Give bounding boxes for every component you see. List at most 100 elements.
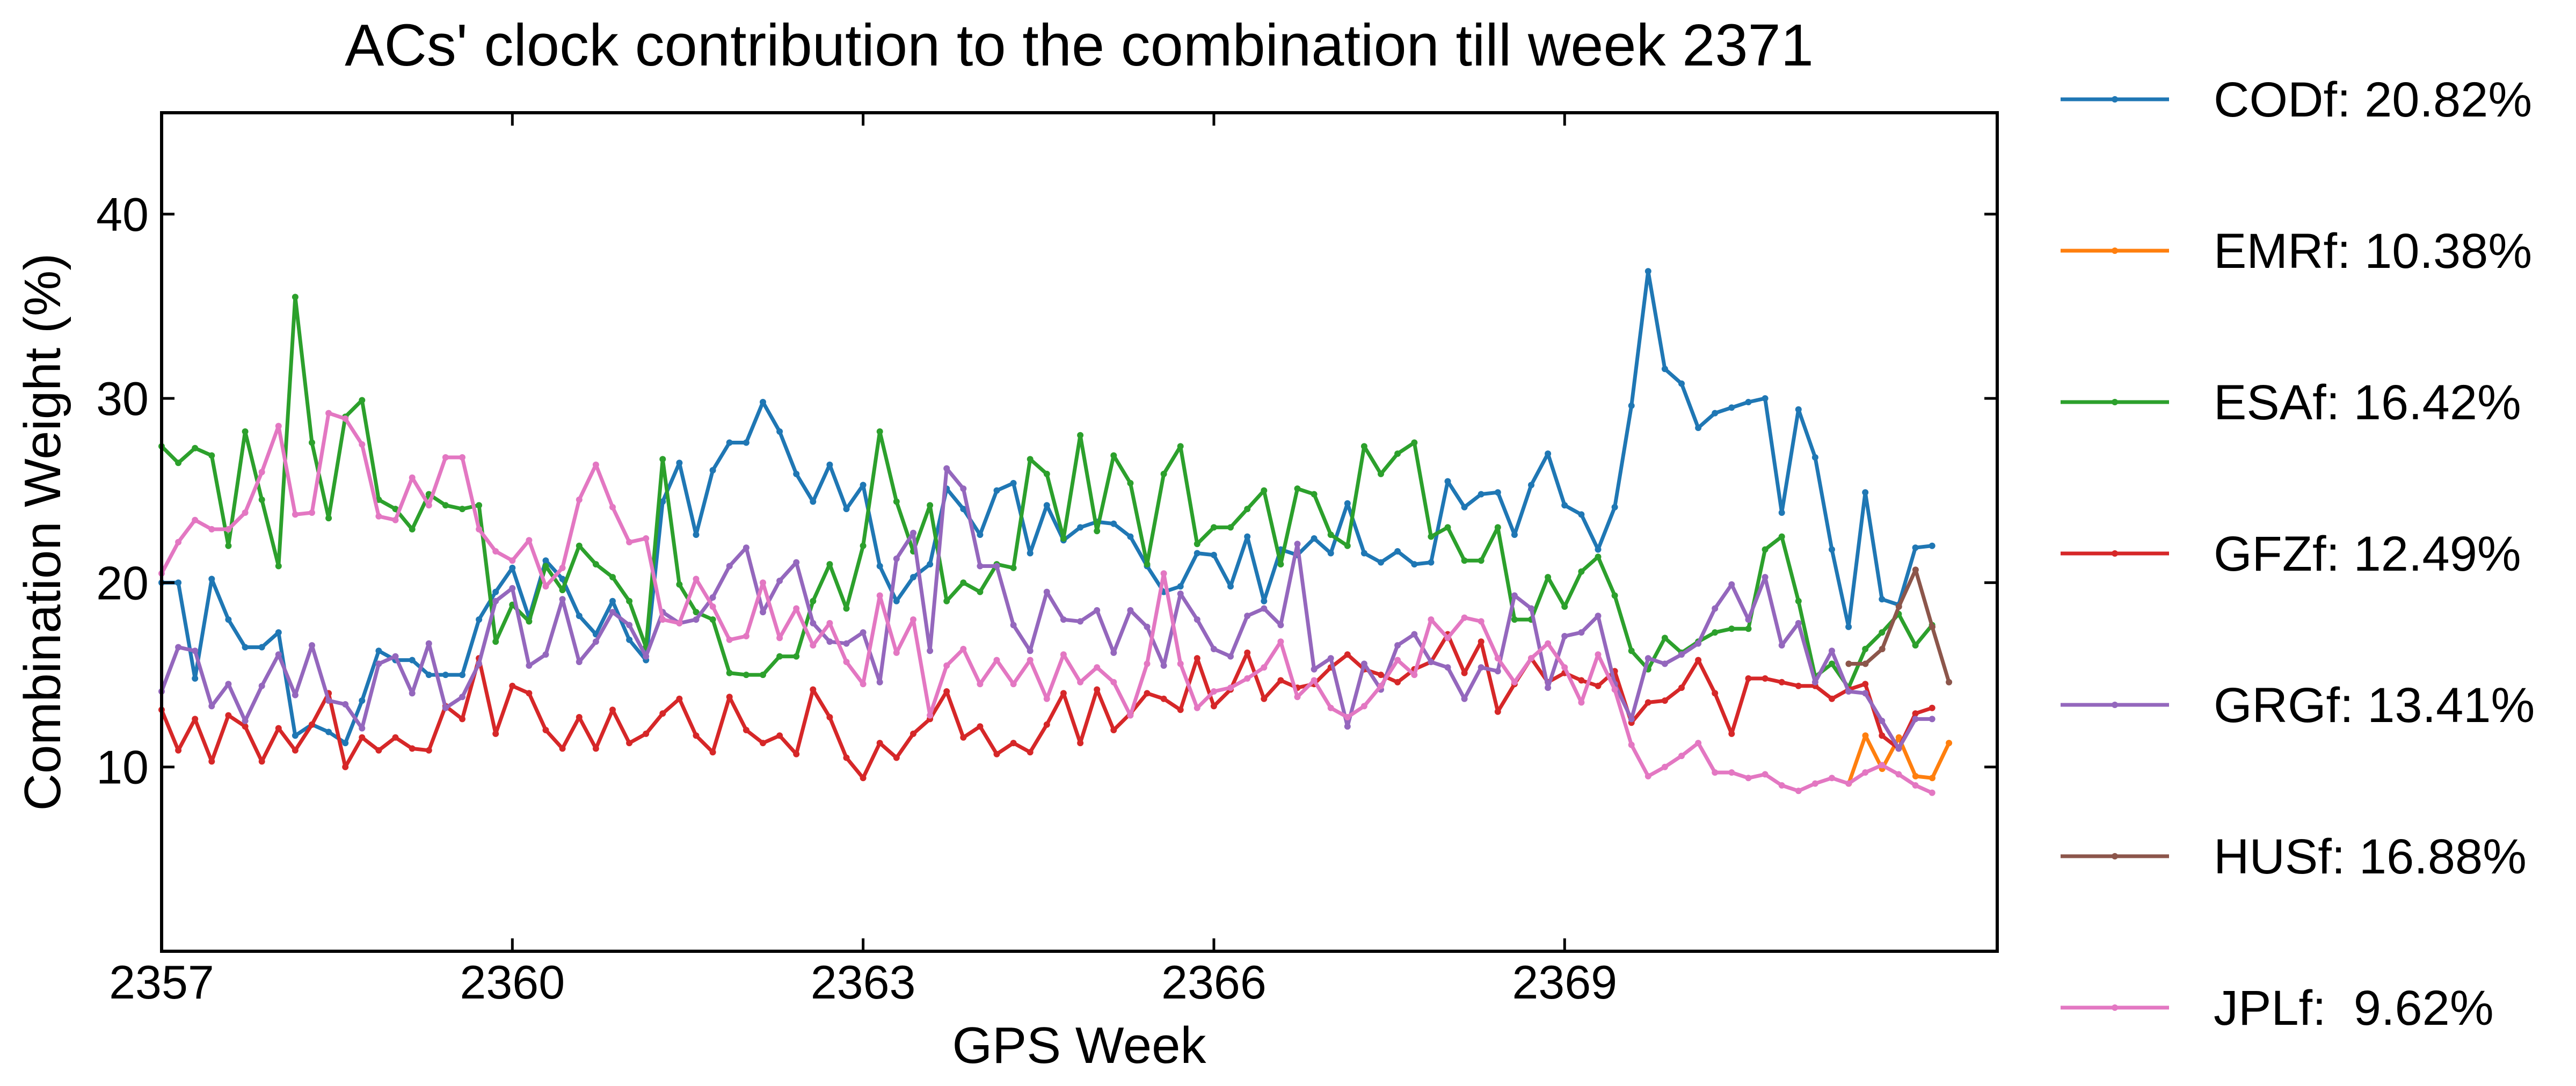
data-point <box>1261 605 1268 612</box>
data-point <box>1811 679 1818 686</box>
legend-item: HUSf: 16.88% <box>2061 829 2527 884</box>
data-point <box>1127 480 1134 486</box>
data-point <box>242 428 249 435</box>
data-point <box>1895 734 1902 741</box>
data-point <box>509 585 516 592</box>
data-point <box>1862 489 1869 496</box>
data-point <box>359 441 366 448</box>
data-point <box>325 515 332 522</box>
series-line-gfzf <box>159 632 1933 780</box>
data-point <box>1210 688 1217 695</box>
data-point <box>1644 772 1651 779</box>
data-point <box>1010 740 1017 747</box>
data-point <box>1077 618 1084 625</box>
data-point <box>1261 695 1268 702</box>
data-point <box>1077 740 1084 747</box>
data-point <box>425 502 432 509</box>
data-point <box>1879 646 1886 652</box>
data-point <box>208 526 215 533</box>
data-point <box>609 706 616 713</box>
data-point <box>258 644 265 651</box>
data-point <box>1461 504 1468 511</box>
data-point <box>1578 629 1585 636</box>
data-point <box>1261 487 1268 494</box>
data-point <box>576 714 583 720</box>
data-point <box>1378 672 1384 679</box>
data-point <box>542 583 549 590</box>
data-point <box>893 498 900 505</box>
data-point <box>1327 531 1334 538</box>
data-point <box>542 727 549 733</box>
data-point <box>1845 660 1852 667</box>
data-point <box>810 642 817 649</box>
data-point <box>1311 666 1318 673</box>
data-point <box>1027 657 1034 664</box>
data-point <box>743 439 749 446</box>
data-point <box>860 542 867 549</box>
data-point <box>1160 662 1167 669</box>
data-point <box>1277 561 1284 568</box>
data-point <box>1344 542 1351 549</box>
data-point <box>492 638 499 645</box>
data-point <box>459 454 465 461</box>
data-point <box>526 618 533 625</box>
data-point <box>1929 775 1935 782</box>
data-point <box>359 397 366 404</box>
data-point <box>1762 675 1769 682</box>
data-point <box>1394 548 1401 555</box>
data-point <box>693 531 700 538</box>
data-point <box>1294 485 1301 492</box>
legend-label: JPLf: 9.62% <box>2214 981 2494 1036</box>
data-point <box>1378 682 1384 689</box>
data-point <box>1494 668 1501 675</box>
data-point <box>359 725 366 732</box>
data-point <box>1745 675 1752 682</box>
chart-title: ACs' clock contribution to the combinati… <box>345 12 1814 78</box>
data-point <box>1578 677 1585 684</box>
data-point <box>609 609 616 616</box>
data-point <box>175 538 182 545</box>
data-point <box>1060 535 1067 542</box>
data-point <box>1879 717 1886 724</box>
data-point <box>1595 682 1602 689</box>
data-point <box>1311 491 1318 498</box>
data-point <box>1929 789 1935 796</box>
legend-item: GRGf: 13.41% <box>2061 678 2535 733</box>
data-point <box>960 506 967 513</box>
data-point <box>927 712 934 719</box>
data-point <box>1177 591 1184 597</box>
data-point <box>425 747 432 754</box>
data-point <box>776 428 783 435</box>
data-point <box>1778 509 1785 516</box>
data-point <box>960 485 967 492</box>
data-point <box>1661 660 1668 667</box>
data-point <box>1862 660 1869 667</box>
data-point <box>843 640 850 647</box>
data-point <box>1912 782 1919 789</box>
data-point <box>542 651 549 658</box>
data-point <box>208 758 215 765</box>
data-point <box>1277 622 1284 629</box>
data-point <box>325 410 332 417</box>
data-point <box>409 474 416 481</box>
data-point <box>760 740 766 747</box>
data-point <box>1712 769 1719 776</box>
data-point <box>1060 616 1067 623</box>
data-point <box>826 461 833 468</box>
data-point <box>1428 616 1435 623</box>
y-tick-label: 30 <box>96 372 149 425</box>
data-point <box>1778 782 1785 789</box>
data-point <box>860 681 867 688</box>
data-point <box>876 592 883 599</box>
data-point <box>1611 592 1618 599</box>
plot-area <box>158 268 1953 796</box>
data-point <box>1244 613 1251 619</box>
data-point <box>960 646 967 652</box>
data-point <box>1661 366 1668 373</box>
data-point <box>1043 470 1050 477</box>
data-point <box>409 657 416 664</box>
data-point <box>192 716 199 723</box>
legend-label: EMRf: 10.38% <box>2214 224 2532 279</box>
data-point <box>526 537 533 544</box>
data-point <box>843 506 850 513</box>
